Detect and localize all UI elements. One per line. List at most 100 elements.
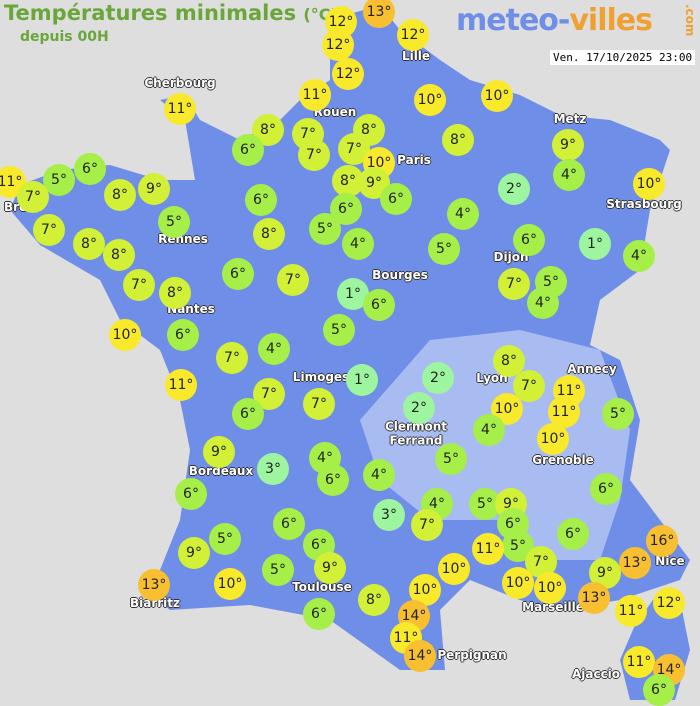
temperature-marker[interactable]: 7° <box>292 118 324 150</box>
temperature-marker[interactable]: 6° <box>303 598 335 630</box>
temperature-marker[interactable]: 13° <box>363 0 395 28</box>
temperature-marker[interactable]: 6° <box>232 398 264 430</box>
temperature-marker[interactable]: 12° <box>653 587 685 619</box>
temperature-marker[interactable]: 6° <box>513 224 545 256</box>
temperature-marker[interactable]: 7° <box>513 370 545 402</box>
temperature-marker[interactable]: 6° <box>222 258 254 290</box>
temperature-marker[interactable]: 12° <box>397 19 429 51</box>
temperature-marker[interactable]: 7° <box>498 268 530 300</box>
temperature-marker[interactable]: 6° <box>232 134 264 166</box>
temperature-marker[interactable]: 8° <box>442 124 474 156</box>
temperature-marker[interactable]: 6° <box>363 289 395 321</box>
temperature-marker[interactable]: 8° <box>493 345 525 377</box>
temperature-marker[interactable]: 8° <box>358 584 390 616</box>
temperature-marker[interactable]: 5° <box>435 443 467 475</box>
temperature-marker[interactable]: 5° <box>43 164 75 196</box>
temperature-marker[interactable]: 11° <box>623 646 655 678</box>
temperature-marker[interactable]: 10° <box>633 168 665 200</box>
temperature-marker[interactable]: 7° <box>216 342 248 374</box>
temperature-marker[interactable]: 9° <box>178 537 210 569</box>
city-label: Biarritz <box>129 595 181 610</box>
temperature-marker[interactable]: 13° <box>619 547 651 579</box>
temperature-marker[interactable]: 4° <box>363 459 395 491</box>
temperature-marker[interactable]: 14° <box>653 654 685 686</box>
temperature-marker[interactable]: 7° <box>303 388 335 420</box>
temperature-marker[interactable]: 6° <box>74 153 106 185</box>
temperature-marker[interactable]: 16° <box>646 525 678 557</box>
temperature-marker[interactable]: 11° <box>164 93 196 125</box>
temperature-marker[interactable]: 9° <box>138 173 170 205</box>
temperature-marker[interactable]: 6° <box>557 518 589 550</box>
logo-part1: meteo- <box>456 3 570 38</box>
temperature-marker[interactable]: 6° <box>380 183 412 215</box>
temperature-marker[interactable]: 11° <box>548 396 580 428</box>
temperature-marker[interactable]: 1° <box>579 228 611 260</box>
temperature-marker[interactable]: 2° <box>498 173 530 205</box>
temperature-marker[interactable]: 6° <box>643 674 675 706</box>
temperature-marker[interactable]: 8° <box>73 228 105 260</box>
temperature-marker[interactable]: 7° <box>123 269 155 301</box>
temperature-marker[interactable]: 12° <box>322 29 354 61</box>
temperature-marker[interactable]: 5° <box>428 233 460 265</box>
temperature-marker[interactable]: 11° <box>299 79 331 111</box>
temperature-marker[interactable]: 9° <box>203 436 235 468</box>
city-label: Toulouse <box>292 579 352 594</box>
temperature-marker[interactable]: 9° <box>552 129 584 161</box>
temperature-marker[interactable]: 13° <box>578 582 610 614</box>
temperature-marker[interactable]: 8° <box>252 114 284 146</box>
temperature-marker[interactable]: 9° <box>314 552 346 584</box>
temperature-marker[interactable]: 10° <box>414 84 446 116</box>
temperature-marker[interactable]: 6° <box>245 184 277 216</box>
temperature-marker[interactable]: 7° <box>277 264 309 296</box>
temperature-marker[interactable]: 4° <box>553 159 585 191</box>
temperature-marker[interactable]: 4° <box>258 333 290 365</box>
temperature-marker[interactable]: 9° <box>589 557 621 589</box>
temperature-marker[interactable]: 14° <box>404 640 436 672</box>
temperature-marker[interactable]: 10° <box>534 572 566 604</box>
temperature-marker[interactable]: 10° <box>438 553 470 585</box>
temperature-marker[interactable]: 6° <box>175 478 207 510</box>
temperature-marker[interactable]: 5° <box>262 554 294 586</box>
temperature-marker[interactable]: 11° <box>472 533 504 565</box>
temperature-marker[interactable]: 8° <box>159 277 191 309</box>
temperature-marker[interactable]: 6° <box>167 319 199 351</box>
temperature-marker[interactable]: 10° <box>109 319 141 351</box>
temperature-marker[interactable]: 10° <box>502 567 534 599</box>
temperature-marker[interactable]: 4° <box>623 240 655 272</box>
temperature-marker[interactable]: 6° <box>590 473 622 505</box>
temperature-marker[interactable]: 5° <box>209 523 241 555</box>
temperature-marker[interactable]: 10° <box>214 568 246 600</box>
temperature-marker[interactable]: 5° <box>158 206 190 238</box>
temperature-marker[interactable]: 5° <box>323 314 355 346</box>
logo-suffix: .com <box>683 4 697 37</box>
temperature-marker[interactable]: 3° <box>257 453 289 485</box>
temperature-marker[interactable]: 11° <box>165 369 197 401</box>
temperature-marker[interactable]: 4° <box>342 228 374 260</box>
temperature-marker[interactable]: 5° <box>309 213 341 245</box>
temperature-marker[interactable]: 6° <box>317 464 349 496</box>
temperature-marker[interactable]: 4° <box>309 442 341 474</box>
temperature-marker[interactable]: 3° <box>373 499 405 531</box>
temperature-marker[interactable]: 4° <box>447 198 479 230</box>
temperature-marker[interactable]: 10° <box>491 393 523 425</box>
temperature-marker[interactable]: 13° <box>138 569 170 601</box>
temperature-marker[interactable]: 6° <box>273 508 305 540</box>
temperature-marker[interactable]: 1° <box>346 364 378 396</box>
temperature-marker[interactable]: 7° <box>33 214 65 246</box>
temperature-marker[interactable]: 4° <box>473 414 505 446</box>
temperature-marker[interactable]: 10° <box>481 80 513 112</box>
temperature-marker[interactable]: 11° <box>615 595 647 627</box>
temperature-marker[interactable]: 2° <box>422 362 454 394</box>
temperature-marker[interactable]: 5° <box>602 398 634 430</box>
temperature-marker[interactable]: 4° <box>527 287 559 319</box>
temperature-marker[interactable]: 10° <box>537 423 569 455</box>
temperature-marker[interactable]: 2° <box>403 392 435 424</box>
temperature-marker[interactable]: 7° <box>411 509 443 541</box>
temperature-marker[interactable]: 8° <box>253 218 285 250</box>
temperature-marker[interactable]: 8° <box>104 179 136 211</box>
temperature-marker[interactable]: 12° <box>332 58 364 90</box>
temperature-marker[interactable]: 7° <box>298 139 330 171</box>
logo[interactable]: meteo-villes <box>456 3 653 38</box>
temperature-marker[interactable]: 7° <box>17 181 49 213</box>
temperature-marker[interactable]: 8° <box>103 239 135 271</box>
